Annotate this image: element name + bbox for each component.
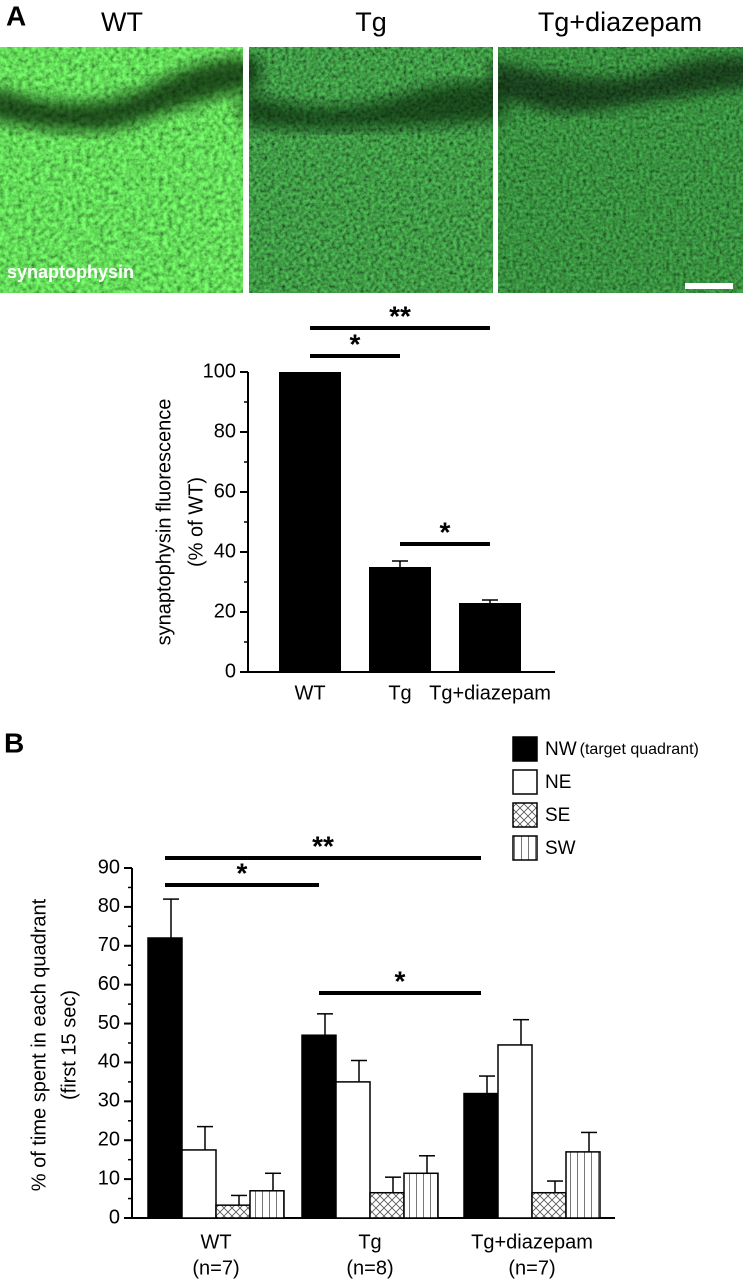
cell-layer	[0, 57, 260, 132]
bar	[147, 937, 183, 1219]
significance-label: **	[312, 830, 334, 861]
error-bar	[163, 898, 179, 938]
bar	[497, 1044, 533, 1219]
y-tick-label: 20	[98, 1129, 120, 1151]
legend-swatch	[512, 802, 538, 828]
bar	[279, 372, 341, 672]
x-tick-label: Tg	[388, 682, 411, 704]
legend-name: NE	[545, 772, 571, 793]
panel-label: A	[6, 0, 26, 31]
y-tick-label: 80	[214, 420, 236, 442]
y-tick-label: 100	[203, 360, 236, 382]
image-label: Tg+diazepam	[538, 7, 702, 37]
legend-name: NW	[545, 739, 577, 760]
legend-entry: NW (target quadrant)	[545, 739, 699, 760]
x-tick-note: (n=7)	[192, 1257, 239, 1279]
cell-layer	[240, 81, 505, 130]
legend-swatch	[512, 769, 538, 795]
significance-label: *	[395, 965, 406, 996]
y-tick-label: 20	[214, 600, 236, 622]
y-tick-label: 70	[98, 934, 120, 956]
legend-name: SW	[545, 838, 576, 859]
gap	[493, 47, 498, 293]
y-tick-label: 10	[98, 1167, 120, 1189]
y-tick-label: 80	[98, 895, 120, 917]
significance-label: *	[237, 857, 248, 888]
image-label: WT	[101, 7, 143, 37]
error-bar	[351, 1059, 367, 1082]
y-tick-label: 60	[98, 973, 120, 995]
legend-note: (target quadrant)	[580, 741, 699, 758]
bar	[335, 1081, 371, 1219]
significance-label: **	[389, 300, 411, 331]
error-bar	[385, 1176, 401, 1193]
panel-label: B	[4, 727, 24, 758]
x-tick-label: Tg	[358, 1231, 381, 1253]
bar	[215, 1204, 251, 1219]
gap	[243, 47, 249, 293]
image-label: Tg	[355, 7, 387, 37]
legend-name: SE	[545, 805, 570, 826]
y-tick-label: 40	[214, 540, 236, 562]
error-bar	[392, 560, 408, 567]
y-tick-label: 40	[98, 1051, 120, 1073]
bar	[459, 603, 521, 672]
x-tick-label: Tg+diazepam	[429, 682, 551, 704]
bar	[565, 1151, 601, 1219]
bar	[463, 1092, 499, 1219]
legend-swatch	[512, 736, 538, 762]
error-bar	[513, 1018, 529, 1045]
stain-label: synaptophysin	[7, 262, 134, 282]
y-axis-label: (first 15 sec)	[58, 990, 80, 1100]
y-axis-label: (% of WT)	[185, 477, 207, 567]
error-bar	[581, 1131, 597, 1152]
y-tick-label: 60	[214, 480, 236, 502]
scale-bar	[685, 283, 733, 289]
error-bar	[231, 1194, 247, 1206]
legend-entry: SW	[545, 838, 576, 859]
error-bar	[317, 1013, 333, 1036]
error-bar	[479, 1075, 495, 1094]
y-tick-label: 90	[98, 856, 120, 878]
y-tick-label: 30	[98, 1090, 120, 1112]
error-bar	[547, 1180, 563, 1193]
significance-label: *	[440, 516, 451, 547]
gap	[0, 0, 743, 47]
x-tick-label: WT	[200, 1231, 231, 1253]
x-tick-note: (n=7)	[508, 1257, 555, 1279]
error-bar	[419, 1155, 435, 1174]
gap	[0, 293, 743, 313]
y-tick-label: 50	[98, 1012, 120, 1034]
x-tick-note: (n=8)	[346, 1257, 393, 1279]
legend-entry: NE	[545, 772, 571, 793]
bar	[181, 1149, 217, 1219]
legend-entry: SE	[545, 805, 570, 826]
error-bar	[482, 599, 498, 603]
bar	[369, 567, 431, 672]
bar	[249, 1190, 285, 1219]
significance-label: *	[350, 328, 361, 359]
bar	[369, 1191, 405, 1219]
y-axis-label: synaptophysin fluorescence	[153, 399, 175, 646]
cell-layer	[490, 56, 743, 113]
y-tick-label: 0	[109, 1206, 120, 1228]
x-tick-label: WT	[294, 682, 325, 704]
bar	[403, 1172, 439, 1219]
error-bar	[197, 1125, 213, 1150]
bar	[301, 1034, 337, 1219]
error-bar	[265, 1172, 281, 1191]
y-axis-label: % of time spent in each quadrant	[28, 898, 50, 1191]
bar	[531, 1191, 567, 1219]
legend-swatch	[512, 835, 538, 861]
x-tick-label: Tg+diazepam	[471, 1231, 593, 1253]
y-tick-label: 0	[225, 660, 236, 682]
micrographs	[0, 0, 743, 313]
